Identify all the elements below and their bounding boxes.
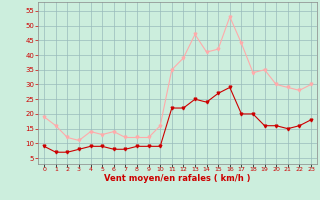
X-axis label: Vent moyen/en rafales ( km/h ): Vent moyen/en rafales ( km/h ): [104, 174, 251, 183]
